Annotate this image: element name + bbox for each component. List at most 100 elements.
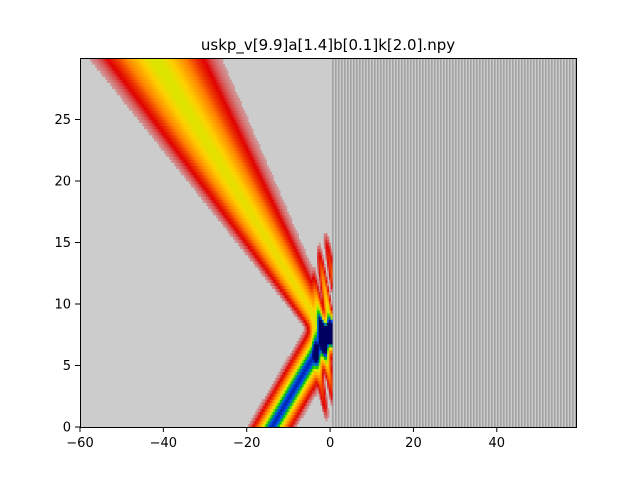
heatmap-cell [150, 82, 153, 87]
heatmap-cell [227, 162, 231, 167]
heatmap-cell [241, 141, 244, 145]
heatmap-cell [249, 128, 252, 133]
heatmap-cell [165, 110, 168, 114]
heatmap-cell [254, 159, 257, 163]
heatmap-cell [201, 134, 204, 139]
heatmap-cell [239, 131, 242, 136]
heatmap-cell [231, 119, 234, 123]
heatmap-cell [278, 202, 281, 206]
heatmap-cell [293, 374, 296, 379]
heatmap-cell [196, 122, 199, 127]
heatmap-cell [303, 383, 306, 388]
heatmap-cell [328, 248, 331, 253]
heatmap-cell [318, 353, 321, 357]
heatmap-cell [258, 239, 261, 243]
heatmap-cell [236, 97, 239, 102]
heatmap-cell [305, 365, 308, 369]
heatmap-cell [295, 294, 298, 299]
heatmap-cell [283, 276, 286, 280]
heatmap-cell [266, 171, 269, 176]
heatmap-cell [236, 128, 239, 133]
heatmap-cell [174, 79, 177, 83]
heatmap-cell [234, 113, 237, 117]
heatmap-cell [142, 116, 145, 120]
heatmap-cell [147, 79, 150, 83]
heatmap-cell [295, 264, 298, 268]
heatmap-cell [291, 300, 294, 305]
heatmap-cell [236, 236, 239, 240]
barrier-stripe [461, 58, 463, 427]
heatmap-cell [317, 380, 320, 385]
barrier-stripe [428, 58, 430, 427]
heatmap-cell [318, 331, 321, 336]
heatmap-cell [229, 230, 232, 234]
heatmap-cell [328, 245, 331, 250]
heatmap-cell [283, 248, 286, 253]
heatmap-cell [180, 162, 183, 167]
heatmap-cell [108, 76, 111, 80]
heatmap-cell [291, 273, 294, 277]
heatmap-cell [194, 82, 197, 87]
heatmap-cell [169, 128, 172, 133]
heatmap-cell [201, 107, 204, 111]
heatmap-cell [313, 307, 316, 311]
heatmap-cell [276, 187, 279, 191]
heatmap-cell [275, 390, 278, 394]
heatmap-cell [246, 233, 249, 237]
heatmap-cell [293, 254, 296, 259]
heatmap-cell [167, 85, 170, 90]
heatmap-cell [190, 116, 194, 120]
barrier-stripe [431, 58, 433, 427]
heatmap-cell [305, 393, 308, 397]
heatmap-cell [231, 131, 234, 136]
heatmap-cell [194, 119, 197, 123]
heatmap-cell [174, 122, 177, 127]
heatmap-cell [197, 131, 200, 136]
heatmap-cell [189, 85, 192, 90]
heatmap-cell [227, 97, 231, 102]
heatmap-cell [179, 97, 182, 102]
heatmap-cell [301, 313, 304, 317]
heatmap-cell [298, 353, 301, 357]
heatmap-cell [325, 257, 328, 262]
heatmap-cell [246, 193, 249, 197]
heatmap-cell [152, 79, 155, 83]
heatmap-cell [263, 168, 266, 173]
heatmap-cell [271, 190, 274, 194]
heatmap-cell [276, 205, 279, 210]
heatmap-cell [236, 104, 239, 108]
heatmap-cell [226, 116, 229, 120]
heatmap-cell [120, 82, 123, 87]
heatmap-cell [152, 97, 155, 102]
heatmap-cell [293, 270, 296, 274]
heatmap-cell [164, 85, 167, 90]
heatmap-cell [196, 190, 199, 194]
heatmap-cell [301, 331, 304, 336]
heatmap-cell [317, 334, 320, 339]
heatmap-cell [174, 119, 177, 123]
heatmap-cell [253, 239, 256, 243]
heatmap-cell [194, 162, 197, 167]
heatmap-cell [330, 350, 333, 354]
heatmap-cell [281, 273, 284, 277]
heatmap-cell [226, 217, 229, 222]
heatmap-cell [317, 267, 320, 271]
heatmap-cell [320, 279, 323, 283]
heatmap-cell [269, 211, 273, 216]
heatmap-cell [207, 202, 210, 206]
heatmap-cell [290, 270, 293, 274]
heatmap-cell [221, 162, 224, 167]
heatmap-cell [246, 227, 249, 231]
heatmap-cell [275, 214, 278, 219]
heatmap-cell [202, 101, 205, 105]
heatmap-cell [211, 94, 214, 99]
heatmap-cell [246, 190, 249, 194]
heatmap-cell [219, 107, 222, 111]
heatmap-cell [180, 147, 183, 151]
heatmap-cell [172, 153, 175, 157]
heatmap-cell [256, 202, 259, 206]
heatmap-cell [281, 211, 284, 216]
heatmap-cell [283, 264, 286, 268]
heatmap-cell [192, 137, 195, 142]
heatmap-cell [219, 85, 222, 90]
